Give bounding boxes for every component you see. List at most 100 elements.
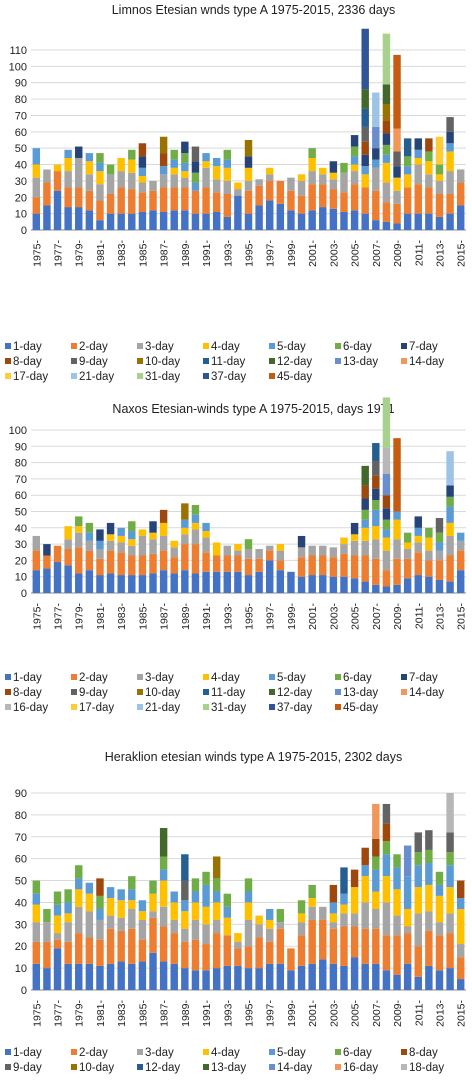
bar-segment — [181, 141, 189, 154]
bar-segment — [117, 900, 125, 918]
bar-segment — [382, 154, 391, 163]
bar-segment — [372, 488, 380, 501]
bar-segment — [223, 555, 231, 572]
bar-segment — [223, 167, 231, 181]
bar-segment — [159, 828, 168, 857]
legend-swatch — [335, 1064, 341, 1070]
bar-segment — [319, 919, 327, 960]
bar-segment — [414, 976, 422, 990]
bar-segment — [32, 164, 41, 178]
bar-segment — [308, 884, 316, 899]
legend-swatch — [137, 358, 143, 364]
bar-segment — [255, 937, 263, 969]
bar-segment — [382, 902, 391, 936]
x-tick-label: 2009- — [392, 1000, 404, 1027]
bar-segment — [382, 586, 391, 593]
bar-segment — [181, 928, 189, 942]
bar-segment — [181, 900, 189, 912]
bar-segment — [393, 223, 401, 230]
bar-segment — [170, 159, 178, 168]
bar-segment — [223, 545, 231, 556]
legend-swatch — [71, 358, 77, 364]
chart-1: Limnos Etesian wnds type A 1975-2015, 23… — [5, 3, 468, 383]
bar-segment — [403, 187, 412, 214]
legend-swatch — [269, 1064, 275, 1070]
bar-segment — [350, 578, 359, 593]
bar-segment — [181, 177, 189, 188]
bar-segment — [266, 928, 274, 942]
x-tick-label: 2001- — [307, 1000, 319, 1027]
bar-segment — [414, 865, 422, 888]
bar-segment — [244, 548, 253, 559]
y-tick-label: 80 — [15, 458, 27, 470]
bar-segment — [425, 884, 433, 912]
bar-segment — [319, 174, 327, 185]
bar-segment — [425, 527, 433, 538]
bar-segment — [403, 926, 412, 934]
legend-swatch — [71, 674, 77, 680]
bar-segment — [64, 539, 72, 549]
bar-segment — [435, 895, 444, 923]
legend-swatch — [269, 343, 275, 349]
bar-segment — [138, 182, 147, 193]
bar-segment — [350, 522, 359, 535]
bar-segment — [372, 584, 380, 593]
x-tick-label: 2007- — [371, 603, 383, 630]
legend-label: 21-day — [145, 702, 180, 714]
bar-segment — [340, 913, 348, 927]
bar-segment — [191, 919, 200, 940]
legend-swatch — [269, 689, 275, 695]
bar-segment — [361, 108, 369, 127]
bar-segment — [446, 865, 454, 888]
bar-segment — [106, 928, 115, 964]
x-tick-label: 2011- — [413, 602, 425, 629]
legend-swatch — [269, 704, 275, 710]
bar-segment — [446, 793, 454, 833]
legend-swatch — [5, 674, 11, 680]
bar-segment — [191, 522, 200, 530]
bar-segment — [202, 552, 210, 572]
x-tick-label: 1985- — [137, 240, 149, 267]
bar-segment — [149, 917, 157, 953]
chart-3: Heraklion etesian winds type A 1975-2015… — [5, 750, 468, 1074]
bar-segment — [350, 957, 359, 990]
bar-segment — [350, 869, 359, 888]
bar-segment — [414, 527, 422, 536]
bar-segment — [329, 161, 338, 173]
bar-segment — [202, 906, 210, 925]
bar-segment — [202, 884, 210, 907]
bar-segment — [361, 527, 369, 541]
legend-label: 8-day — [409, 1047, 438, 1059]
bar-segment — [212, 933, 221, 969]
legend-swatch — [137, 1049, 143, 1055]
bar-segment — [32, 213, 41, 230]
x-tick-label: 1977- — [53, 603, 65, 630]
bar-segment — [456, 957, 465, 980]
legend-label: 3-day — [145, 672, 174, 684]
y-tick-label: 10 — [15, 572, 27, 584]
bar-segment — [96, 200, 104, 221]
bar-segment — [297, 213, 306, 230]
bar-segment — [340, 893, 348, 905]
bar-segment — [350, 534, 359, 541]
bar-segment — [212, 542, 221, 556]
bar-segment — [191, 146, 200, 162]
bar-segment — [308, 184, 316, 211]
bar-segment — [255, 205, 263, 230]
bar-segment — [212, 902, 221, 920]
bar-segment — [181, 210, 189, 230]
bar-segment — [202, 924, 210, 945]
x-tick-label: 1995- — [244, 240, 256, 267]
legend-swatch — [203, 689, 209, 695]
bar-segment — [212, 212, 221, 230]
bar-segment — [393, 190, 401, 204]
legend-label: 10-day — [145, 687, 180, 699]
x-tick-label: 1997- — [265, 240, 277, 267]
bar-segment — [350, 210, 359, 230]
bar-segment — [170, 187, 178, 211]
bar-segment — [456, 532, 465, 541]
bar-segment — [435, 216, 444, 230]
bar-segment — [106, 915, 115, 929]
bar-segment — [446, 151, 454, 172]
bar-segment — [393, 519, 401, 540]
